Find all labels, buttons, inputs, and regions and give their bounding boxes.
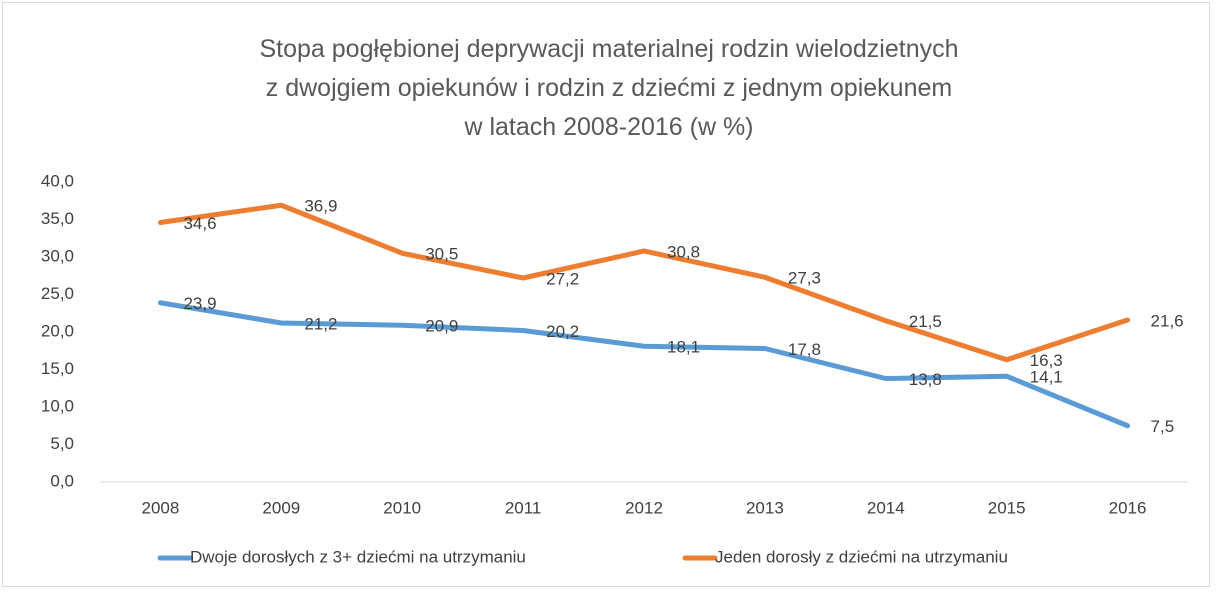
y-tick-label: 5,0: [50, 434, 74, 453]
y-tick-label: 30,0: [41, 246, 74, 265]
y-tick-label: 10,0: [41, 396, 74, 415]
line: [157, 300, 1131, 429]
y-tick-label: 40,0: [41, 171, 74, 190]
x-tick-label: 2011: [505, 498, 542, 517]
data-label: 21,2: [304, 314, 337, 333]
data-label: 30,8: [667, 242, 700, 261]
data-label: 34,6: [183, 214, 216, 233]
data-label: 30,5: [425, 245, 458, 264]
x-tick-label: 2008: [142, 498, 180, 517]
x-tick-label: 2013: [746, 498, 784, 517]
chart-title: Stopa pogłębionej deprywacji materialnej…: [259, 35, 959, 141]
x-tick-label: 2015: [988, 498, 1026, 517]
data-label: 21,6: [1151, 311, 1184, 330]
y-tick-label: 15,0: [41, 359, 74, 378]
data-label: 36,9: [304, 197, 337, 216]
legend-label: Jeden dorosły z dziećmi na utrzymaniu: [715, 547, 1008, 566]
data-label: 14,1: [1030, 368, 1063, 387]
y-tick-label: 35,0: [41, 209, 74, 228]
line: [157, 202, 1131, 363]
data-label: 13,8: [909, 370, 942, 389]
x-tick-label: 2014: [867, 498, 905, 517]
data-label: 21,5: [909, 312, 942, 331]
x-tick-label: 2012: [625, 498, 663, 517]
y-tick-label: 25,0: [41, 284, 74, 303]
y-tick-label: 0,0: [50, 471, 74, 490]
data-label: 27,2: [546, 269, 579, 288]
data-label: 20,2: [546, 322, 579, 341]
data-label: 18,1: [667, 338, 700, 357]
data-label: 17,8: [788, 340, 821, 359]
x-tick-label: 2010: [383, 498, 421, 517]
data-label: 7,5: [1151, 417, 1175, 436]
y-tick-label: 20,0: [41, 321, 74, 340]
data-label: 20,9: [425, 317, 458, 336]
x-tick-label: 2009: [262, 498, 300, 517]
legend-label: Dwoje dorosłych z 3+ dziećmi na utrzyman…: [190, 547, 526, 566]
x-tick-label: 2016: [1109, 498, 1147, 517]
data-label: 23,9: [183, 294, 216, 313]
data-label: 16,3: [1030, 351, 1063, 370]
data-label: 27,3: [788, 269, 821, 288]
